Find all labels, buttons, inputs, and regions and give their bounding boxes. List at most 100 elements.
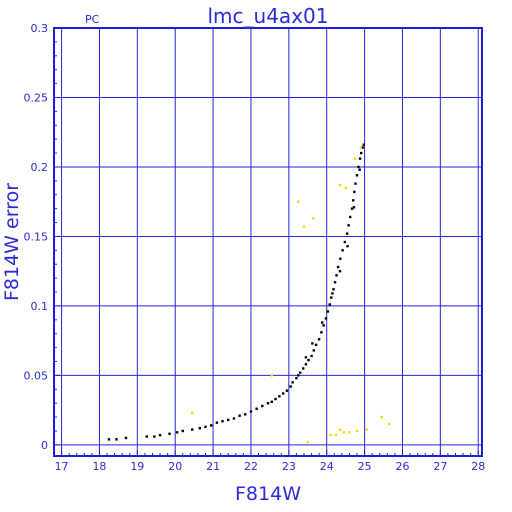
main-point — [311, 342, 314, 345]
secondary-point — [334, 433, 338, 437]
main-point — [124, 436, 128, 440]
x-tick-label: 24 — [320, 460, 334, 473]
main-point — [255, 407, 258, 410]
y-tick-label: 0.25 — [24, 91, 49, 104]
main-point — [266, 401, 270, 405]
main-point — [175, 431, 179, 434]
plot-frame — [53, 27, 483, 457]
main-point — [361, 146, 364, 149]
main-point — [320, 331, 323, 334]
secondary-point — [338, 183, 342, 187]
main-point — [348, 215, 352, 219]
main-point — [341, 249, 344, 252]
main-point — [317, 338, 321, 341]
main-point — [352, 206, 356, 209]
main-point — [357, 165, 360, 169]
main-point — [274, 397, 277, 401]
series-secondary-points — [191, 146, 391, 444]
main-point — [343, 240, 347, 244]
main-point — [181, 429, 184, 433]
x-axis-title: F814W — [235, 483, 301, 505]
main-point — [328, 303, 331, 306]
main-point — [355, 174, 359, 177]
main-point — [320, 321, 324, 324]
secondary-point — [355, 429, 359, 433]
main-point — [298, 371, 302, 374]
main-point — [330, 296, 333, 299]
main-point — [158, 433, 162, 437]
secondary-point — [306, 440, 309, 444]
main-point — [115, 438, 118, 441]
main-point — [191, 428, 194, 431]
y-tick-label: 0.05 — [24, 369, 49, 382]
main-point — [215, 421, 219, 424]
y-tick-label: 0.1 — [31, 300, 49, 313]
main-point — [350, 207, 354, 210]
main-point — [358, 157, 362, 160]
main-point — [232, 417, 236, 420]
main-point — [310, 354, 313, 358]
main-point — [270, 400, 273, 404]
main-point — [326, 310, 330, 313]
main-point — [352, 199, 355, 202]
main-point — [312, 349, 316, 352]
secondary-point — [380, 415, 383, 419]
main-point — [291, 381, 294, 384]
chart-title: lmc_u4ax01 — [208, 4, 329, 28]
secondary-point — [297, 200, 300, 203]
secondary-point — [365, 428, 368, 431]
main-point — [345, 232, 349, 235]
pc-label: PC — [85, 13, 100, 26]
main-point — [362, 143, 366, 146]
main-point — [347, 224, 350, 227]
x-tick-label: 25 — [358, 460, 372, 473]
main-point — [353, 190, 356, 194]
grid — [54, 27, 482, 456]
x-tick-label: 26 — [395, 460, 409, 473]
main-point — [354, 182, 357, 185]
secondary-point — [338, 428, 342, 431]
y-tick-label: 0.2 — [31, 161, 49, 174]
x-tick-label: 28 — [471, 460, 485, 473]
main-point — [304, 363, 308, 366]
y-tick-label: 0.3 — [31, 22, 49, 35]
main-point — [358, 168, 361, 171]
secondary-point — [388, 422, 391, 426]
main-point — [281, 392, 285, 395]
main-point — [249, 410, 253, 413]
x-tick-label: 21 — [206, 460, 220, 473]
main-point — [359, 151, 363, 155]
secondary-point — [359, 146, 362, 149]
x-axis-ticks: 17 18 19 20 21 22 23 24 25 26 27 28 — [55, 450, 485, 473]
x-tick-label: 18 — [92, 460, 106, 473]
main-point — [338, 269, 342, 273]
main-point — [168, 432, 171, 435]
main-point — [333, 281, 337, 284]
x-tick-label: 22 — [244, 460, 258, 473]
main-point — [145, 435, 148, 438]
x-tick-label: 23 — [282, 460, 296, 473]
x-tick-label: 19 — [130, 460, 144, 473]
main-point — [198, 427, 202, 430]
main-point — [339, 257, 342, 260]
main-point — [324, 317, 328, 320]
main-point — [285, 389, 289, 392]
secondary-point — [344, 186, 347, 190]
secondary-point — [348, 431, 351, 434]
main-point — [297, 374, 300, 377]
main-point — [295, 376, 298, 380]
main-point — [332, 288, 335, 291]
main-point — [335, 274, 338, 277]
y-axis-title: F814W error — [1, 183, 23, 301]
main-point — [322, 324, 325, 327]
main-point — [307, 358, 310, 362]
secondary-point — [302, 225, 306, 228]
y-axis-ticks: 0 0.05 0.1 0.15 0.2 0.25 0.3 — [24, 22, 60, 452]
main-point — [304, 356, 308, 359]
secondary-point — [353, 157, 357, 160]
main-point — [331, 292, 334, 295]
secondary-point — [270, 374, 273, 377]
main-point — [107, 438, 111, 441]
secondary-point — [312, 217, 315, 220]
